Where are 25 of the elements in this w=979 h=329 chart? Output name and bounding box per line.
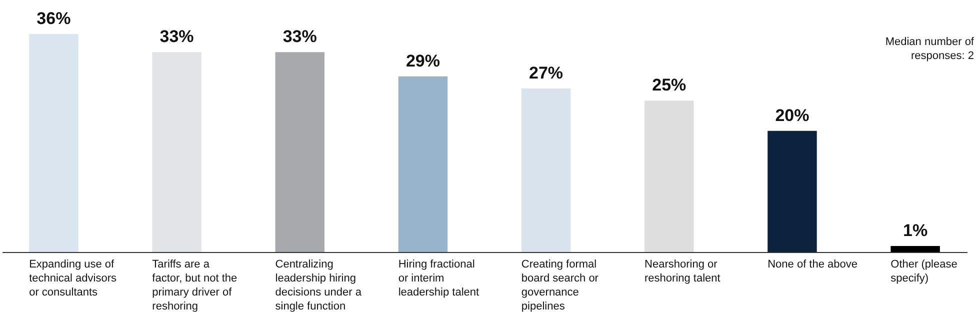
bar <box>152 52 202 252</box>
bar <box>29 34 78 252</box>
data-label: 36% <box>36 9 71 28</box>
data-label: 33% <box>282 27 317 46</box>
data-label: 25% <box>652 76 686 95</box>
x-tick-label: Nearshoring or reshoring talent <box>644 258 720 284</box>
data-label: 33% <box>160 27 194 46</box>
x-tick-label: Tariffs are a factor, but not the primary driver of reshoring <box>152 258 238 312</box>
annotation: Median number of responses: 2 <box>885 36 975 62</box>
bar <box>521 88 571 252</box>
bar <box>275 52 324 252</box>
bar <box>768 130 817 252</box>
x-tick-label: Other (please specify) <box>890 258 958 284</box>
x-tick-label: Expanding use of technical advisors or consultants <box>29 258 118 298</box>
x-tick-label: Hiring fractional or interim leadership talent <box>398 258 480 298</box>
data-label: 27% <box>529 64 564 82</box>
bar <box>890 246 940 252</box>
data-label: 20% <box>775 106 810 125</box>
bar <box>644 100 694 252</box>
x-tick-label: Creating formal board search or governance pipelines <box>521 258 599 312</box>
data-label: 1% <box>903 220 928 240</box>
bar <box>398 76 448 252</box>
x-tick-label: None of the above <box>768 258 858 270</box>
data-label: 29% <box>406 51 440 70</box>
x-tick-label: Centralizing leadership hiring decisions under a single function <box>275 258 362 312</box>
